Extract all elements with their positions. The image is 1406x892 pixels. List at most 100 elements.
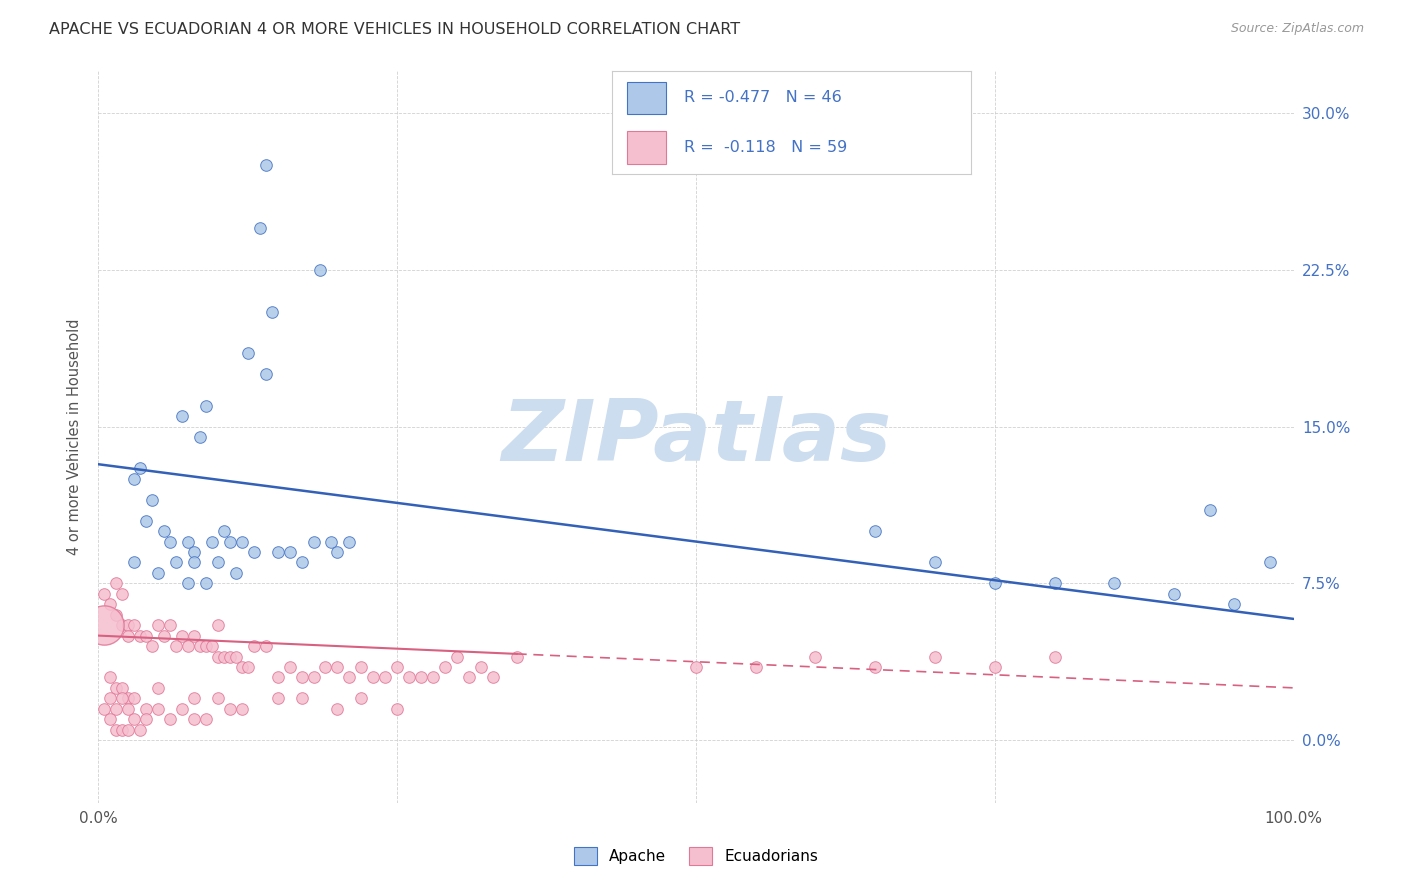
Point: [183, 556, 205, 570]
Point: [863, 524, 887, 538]
Point: [183, 629, 205, 643]
Point: [93, 702, 115, 716]
Point: [124, 712, 146, 726]
Point: [470, 660, 492, 674]
Point: [804, 649, 827, 664]
Point: [93, 618, 115, 632]
Point: [1163, 587, 1185, 601]
Point: [302, 534, 325, 549]
Point: [153, 629, 176, 643]
Point: [135, 629, 157, 643]
Point: [105, 702, 128, 716]
Point: [339, 670, 360, 684]
Point: [984, 660, 1007, 674]
Point: [117, 702, 139, 716]
Point: [148, 566, 170, 580]
Point: [326, 702, 349, 716]
Point: [172, 409, 194, 424]
Point: [177, 534, 200, 549]
Point: [267, 691, 290, 706]
Point: [481, 670, 505, 684]
Point: [339, 534, 360, 549]
Point: [745, 660, 768, 674]
Point: [1102, 576, 1125, 591]
Point: [326, 545, 349, 559]
Point: [188, 639, 211, 653]
Point: [117, 629, 139, 643]
Point: [315, 660, 337, 674]
Point: [207, 618, 229, 632]
Point: [111, 691, 134, 706]
Point: [141, 492, 163, 507]
Point: [212, 649, 235, 664]
Point: [267, 670, 290, 684]
Point: [194, 639, 218, 653]
Point: [194, 712, 218, 726]
Point: [165, 639, 187, 653]
Point: [159, 534, 181, 549]
Point: [1258, 556, 1281, 570]
Point: [267, 545, 290, 559]
Point: [446, 649, 468, 664]
Point: [135, 514, 157, 528]
Point: [278, 545, 301, 559]
Point: [188, 430, 211, 444]
Point: [506, 649, 529, 664]
Y-axis label: 4 or more Vehicles in Household: 4 or more Vehicles in Household: [67, 318, 83, 556]
Point: [105, 681, 128, 695]
Point: [183, 545, 205, 559]
Point: [219, 702, 242, 716]
Point: [194, 576, 218, 591]
Point: [385, 702, 409, 716]
Point: [117, 618, 139, 632]
Point: [385, 660, 409, 674]
Point: [135, 712, 157, 726]
Point: [98, 597, 122, 611]
Point: [98, 691, 122, 706]
Point: [129, 461, 152, 475]
Point: [177, 639, 200, 653]
Point: [98, 670, 122, 684]
Point: [249, 221, 271, 235]
Point: [93, 587, 115, 601]
Point: [183, 691, 205, 706]
Point: [111, 618, 134, 632]
Point: [105, 607, 128, 622]
Point: [290, 670, 312, 684]
Point: [201, 534, 224, 549]
Point: [254, 158, 277, 172]
Text: ZIPatlas: ZIPatlas: [501, 395, 891, 479]
Point: [231, 534, 253, 549]
Point: [111, 587, 134, 601]
Point: [124, 691, 146, 706]
Point: [457, 670, 479, 684]
Point: [124, 556, 146, 570]
Point: [172, 629, 194, 643]
Point: [219, 534, 242, 549]
Point: [159, 618, 181, 632]
Point: [350, 691, 373, 706]
Point: [183, 712, 205, 726]
Point: [231, 702, 253, 716]
Point: [308, 263, 330, 277]
Legend: Apache, Ecuadorians: Apache, Ecuadorians: [574, 847, 818, 864]
Point: [290, 556, 312, 570]
Point: [685, 660, 707, 674]
FancyBboxPatch shape: [627, 81, 666, 114]
Point: [254, 639, 277, 653]
Point: [124, 472, 146, 486]
Point: [207, 691, 229, 706]
Point: [111, 681, 134, 695]
Point: [177, 576, 200, 591]
Point: [422, 670, 444, 684]
Point: [321, 534, 343, 549]
Point: [260, 304, 283, 318]
Point: [165, 556, 187, 570]
Point: [1222, 597, 1246, 611]
Point: [148, 618, 170, 632]
Point: [141, 639, 163, 653]
Point: [984, 576, 1007, 591]
Point: [225, 566, 247, 580]
Point: [219, 649, 242, 664]
Text: APACHE VS ECUADORIAN 4 OR MORE VEHICLES IN HOUSEHOLD CORRELATION CHART: APACHE VS ECUADORIAN 4 OR MORE VEHICLES …: [49, 22, 741, 37]
